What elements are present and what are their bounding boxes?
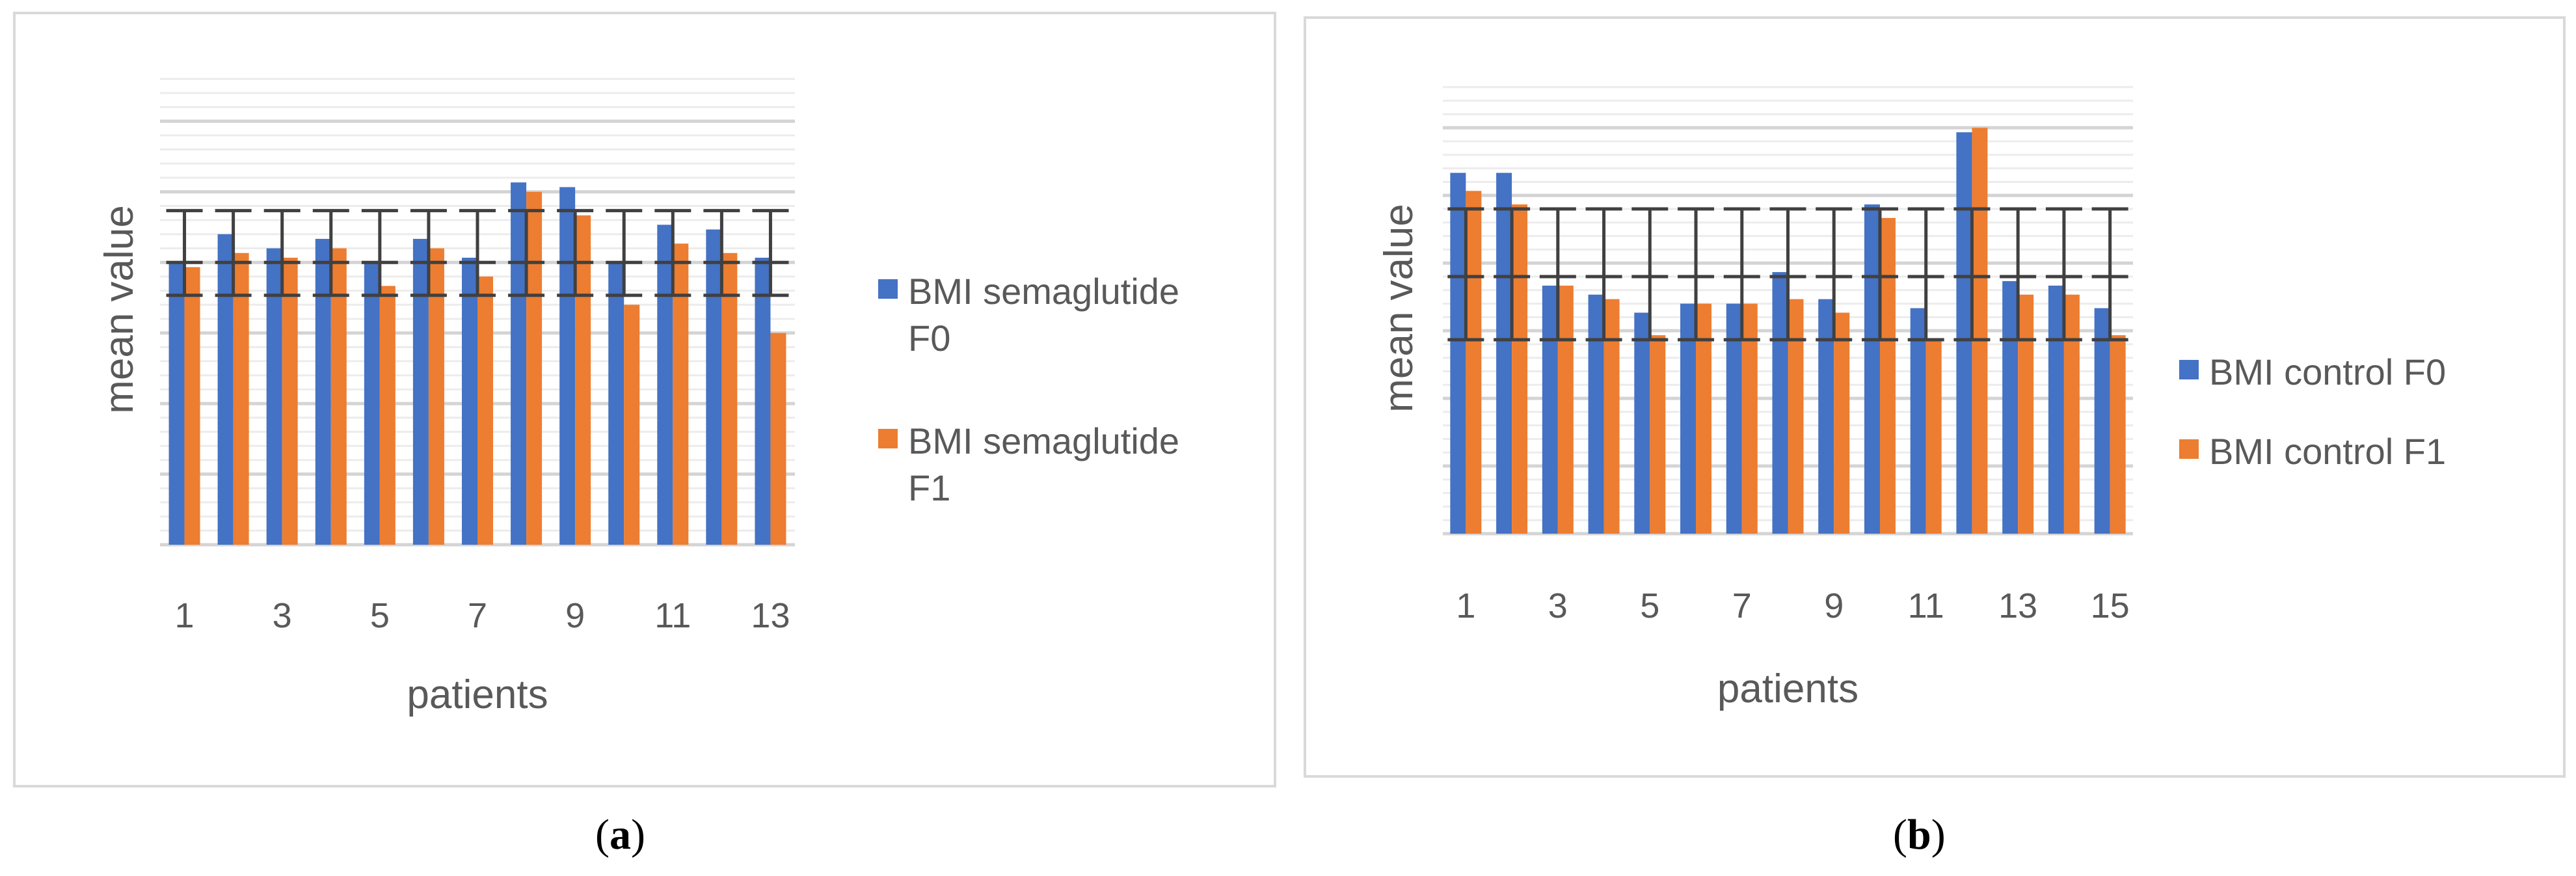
x-tick-label: 15 — [2091, 586, 2130, 625]
bar-f1-13 — [2018, 294, 2034, 534]
bar-f0-1 — [1450, 172, 1466, 534]
bar-f1-10 — [624, 305, 640, 545]
bar-f0-7 — [462, 257, 477, 545]
legend-swatch-1 — [878, 429, 898, 448]
bar-f1-9 — [1834, 312, 1850, 534]
bar-f1-6 — [1696, 303, 1712, 534]
caption-a: (a) — [595, 811, 645, 858]
bar-f1-1 — [184, 267, 200, 545]
legend-label-1: BMI semaglutide F1 — [908, 420, 1179, 508]
bar-f0-12 — [1956, 132, 1972, 534]
x-tick-label: 5 — [370, 596, 390, 635]
legend-label-line: F1 — [908, 467, 950, 508]
bar-f1-11 — [1925, 340, 1942, 534]
bar-f1-4 — [1603, 299, 1620, 534]
bar-f0-5 — [1634, 312, 1650, 534]
bar-f1-9 — [575, 215, 591, 545]
x-axis-label: patients — [407, 672, 548, 717]
x-tick-label: 5 — [1640, 586, 1659, 625]
caption-a-letter: a — [609, 811, 631, 858]
bar-f1-5 — [379, 286, 396, 545]
bar-f0-15 — [2094, 308, 2110, 534]
bar-f1-7 — [1741, 303, 1758, 534]
bar-f0-13 — [2002, 281, 2019, 534]
bar-f0-1 — [168, 262, 185, 545]
bar-f1-8 — [1788, 299, 1804, 534]
bar-f0-8 — [511, 182, 527, 545]
bar-f0-8 — [1772, 272, 1788, 534]
legend-swatch-0 — [2179, 360, 2199, 379]
bar-f1-3 — [1557, 285, 1574, 534]
legend-label-0: BMI control F0 — [2209, 351, 2446, 392]
bar-f1-6 — [428, 248, 444, 545]
legend-swatch-1 — [2179, 439, 2199, 459]
chart-panel-b: 1 3 5 7 9 11 13 15 patients mean value BMI control… — [1304, 16, 2566, 778]
bar-f1-15 — [2110, 335, 2126, 534]
x-tick-label: 3 — [273, 596, 292, 635]
bar-f0-2 — [1496, 172, 1512, 534]
bar-f0-11 — [657, 225, 673, 545]
x-tick-label: 7 — [1732, 586, 1752, 625]
bar-f0-7 — [1726, 303, 1742, 534]
chart-panel-a: 1 3 5 7 9 11 13 patients mean value BMI semagluti… — [13, 12, 1276, 787]
bar-f1-10 — [1879, 217, 1896, 534]
bar-f1-5 — [1650, 335, 1666, 534]
x-tick-label: 13 — [751, 596, 790, 635]
legend-label-1: BMI control F1 — [2209, 431, 2446, 472]
y-axis-label: mean value — [1376, 204, 1421, 413]
bar-f0-5 — [364, 262, 380, 545]
x-tick-label: 7 — [468, 596, 487, 635]
bar-f1-11 — [673, 243, 689, 545]
x-tick-label: 9 — [565, 596, 585, 635]
legend-label-0: BMI semaglutide F0 — [908, 271, 1179, 359]
legend-label-line: BMI semaglutide — [908, 271, 1179, 312]
bar-f0-4 — [1588, 294, 1604, 534]
bar-f1-2 — [233, 253, 249, 545]
bar-f1-2 — [1512, 204, 1528, 534]
caption-b-letter: b — [1907, 811, 1931, 858]
bar-f0-9 — [559, 187, 576, 545]
x-tick-label: 1 — [175, 596, 195, 635]
x-tick-label: 3 — [1548, 586, 1568, 625]
bar-f0-11 — [1910, 308, 1926, 534]
bar-f1-12 — [1972, 128, 1988, 534]
legend-label-line: BMI semaglutide — [908, 420, 1179, 461]
bar-f0-6 — [412, 239, 429, 545]
bar-f0-3 — [1542, 285, 1558, 534]
bar-f0-14 — [2048, 285, 2064, 534]
bar-f0-2 — [217, 234, 234, 545]
bar-f0-13 — [755, 257, 771, 545]
legend-swatch-0 — [878, 279, 898, 299]
x-tick-label: 13 — [1998, 586, 2037, 625]
x-tick-label: 1 — [1456, 586, 1475, 625]
bar-f1-1 — [1466, 191, 1482, 534]
bar-f1-13 — [770, 333, 786, 545]
bar-f0-3 — [266, 248, 282, 545]
bar-f1-14 — [2063, 294, 2080, 534]
bar-f1-4 — [330, 248, 347, 545]
legend-label-line: F0 — [908, 318, 950, 359]
x-tick-label: 11 — [654, 596, 691, 635]
caption-b: (b) — [1893, 811, 1946, 858]
bar-f0-10 — [608, 262, 624, 545]
bar-f0-12 — [706, 229, 722, 545]
bar-f1-7 — [477, 276, 493, 545]
bar-f0-10 — [1864, 204, 1880, 534]
bar-f1-3 — [282, 257, 298, 545]
x-axis-label: patients — [1717, 666, 1858, 711]
bar-f0-6 — [1680, 303, 1697, 534]
bar-f1-12 — [721, 253, 738, 545]
x-tick-label: 9 — [1824, 586, 1844, 625]
bar-f1-8 — [526, 191, 543, 545]
y-axis-label: mean value — [97, 205, 142, 414]
x-tick-label: 11 — [1908, 586, 1944, 625]
bar-f0-4 — [315, 239, 331, 545]
bar-f0-9 — [1818, 299, 1834, 534]
